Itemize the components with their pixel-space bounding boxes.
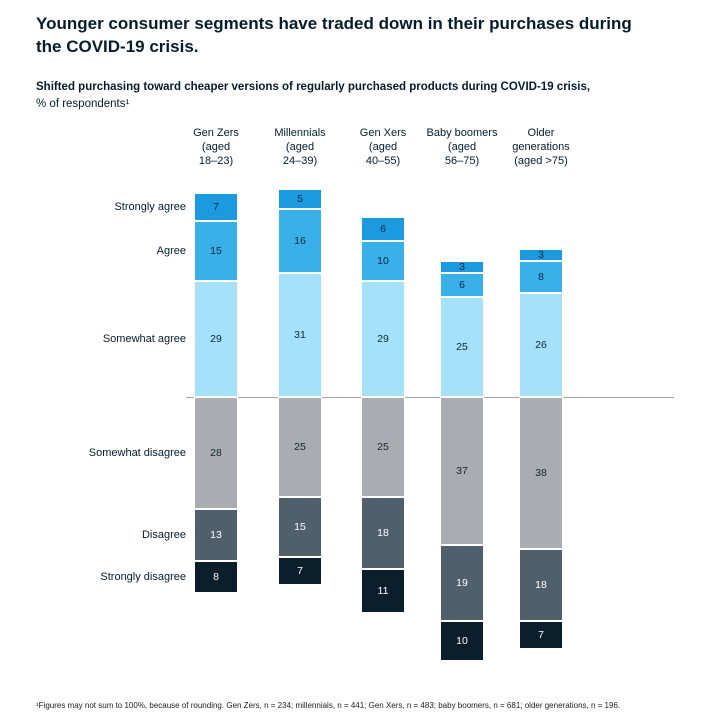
row-label: Somewhat agree <box>102 333 186 345</box>
bar-segment: 7 <box>278 557 322 585</box>
column-header-line: 18–23) <box>198 155 234 167</box>
bar-segment: 3 <box>519 249 563 261</box>
bar-segment: 25 <box>440 297 484 397</box>
bar-segment: 3 <box>440 261 484 273</box>
column-header: Gen Xers (aged 40–55) <box>338 126 428 168</box>
bar-segment: 31 <box>278 273 322 397</box>
column-header-line: 56–75) <box>444 155 480 167</box>
column-header-line: generations <box>512 141 570 153</box>
bar-segment: 18 <box>361 497 405 569</box>
column-header: Older generations (aged >75) <box>496 126 586 168</box>
bar-segment: 10 <box>361 241 405 281</box>
diverging-stacked-bar-chart: Gen Zers (aged 18–23) Millennials (aged 24–39… <box>0 118 710 684</box>
bar-segment: 6 <box>361 217 405 241</box>
chart-subtitle-unit: % of respondents¹ <box>36 98 130 111</box>
chart-subtitle-text: Shifted purchasing toward cheaper versio… <box>36 81 591 93</box>
baseline-divider <box>186 397 674 398</box>
row-label: Agree <box>156 245 186 257</box>
bar-segment: 13 <box>194 509 238 561</box>
bar-segment: 15 <box>278 497 322 557</box>
column-header-line: Millennials <box>274 127 326 139</box>
bar-segment: 16 <box>278 209 322 273</box>
bar-segment: 10 <box>440 621 484 661</box>
column-header-line: (aged <box>368 141 398 153</box>
bar-segment: 5 <box>278 189 322 209</box>
column-header-line: (aged <box>201 141 231 153</box>
bar-segment: 15 <box>194 221 238 281</box>
bar-segment: 7 <box>194 193 238 221</box>
chart-subtitle: Shifted purchasing toward cheaper versio… <box>36 79 681 114</box>
bar-segment: 25 <box>361 397 405 497</box>
page-title: Younger consumer segments have traded do… <box>36 14 632 56</box>
column-header: Baby boomers (aged 56–75) <box>417 126 507 168</box>
row-label: Disagree <box>141 529 186 541</box>
column-header-line: Gen Zers <box>193 127 239 139</box>
bar-segment: 29 <box>361 281 405 397</box>
bar-segment: 25 <box>278 397 322 497</box>
column-header-line: (aged >75) <box>514 155 568 167</box>
bar-segment: 19 <box>440 545 484 621</box>
bar-segment: 8 <box>194 561 238 593</box>
column-header-line: (aged <box>447 141 477 153</box>
column-header: Millennials (aged 24–39) <box>255 126 345 168</box>
column-header-line: 40–55) <box>365 155 401 167</box>
bar-segment: 8 <box>519 261 563 293</box>
row-label: Strongly agree <box>114 201 186 213</box>
column-header-line: (aged <box>285 141 315 153</box>
column-header-line: Gen Xers <box>359 127 407 139</box>
column-header-line: Older <box>527 127 555 139</box>
footnote: ¹Figures may not sum to 100%, because of… <box>36 701 621 710</box>
column-header-line: 24–39) <box>282 155 318 167</box>
row-label: Strongly disagree <box>100 571 186 583</box>
bar-segment: 26 <box>519 293 563 397</box>
bar-segment: 29 <box>194 281 238 397</box>
bar-segment: 6 <box>440 273 484 297</box>
column-header-line: Baby boomers <box>426 127 498 139</box>
bar-segment: 37 <box>440 397 484 545</box>
bar-segment: 11 <box>361 569 405 613</box>
column-header: Gen Zers (aged 18–23) <box>171 126 261 168</box>
bar-segment: 18 <box>519 549 563 621</box>
bar-segment: 38 <box>519 397 563 549</box>
bar-segment: 7 <box>519 621 563 649</box>
bar-segment: 28 <box>194 397 238 509</box>
row-label: Somewhat disagree <box>88 447 186 459</box>
